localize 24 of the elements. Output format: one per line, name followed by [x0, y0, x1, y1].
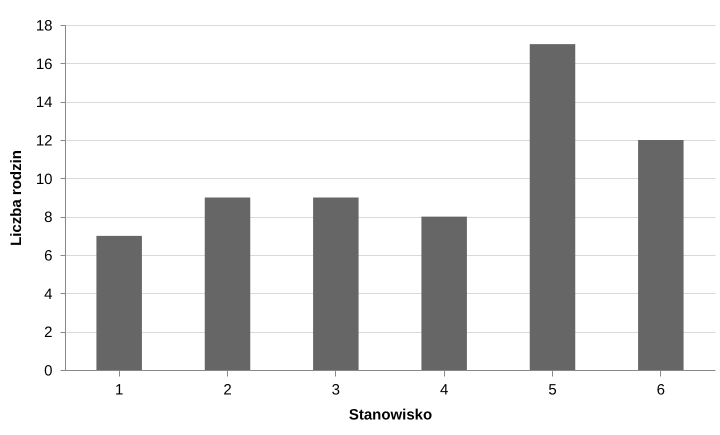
- x-tick-label: 1: [114, 382, 124, 398]
- bar: [204, 198, 250, 370]
- y-tick-label: 0: [44, 362, 52, 380]
- y-tick-label: 16: [36, 56, 52, 73]
- x-tick-label: 6: [656, 382, 666, 398]
- y-tick-label: 6: [44, 248, 52, 264]
- bar: [96, 236, 142, 370]
- x-tick-label: 5: [548, 382, 557, 398]
- y-tick-label: 2: [44, 324, 52, 342]
- x-axis-title: Stanowisko: [348, 406, 432, 424]
- bar: [421, 216, 467, 370]
- x-tick-label: 3: [332, 382, 340, 398]
- y-tick-label: 4: [44, 286, 52, 303]
- x-tick-label: 4: [440, 382, 448, 398]
- x-tick-label: 2: [223, 382, 232, 398]
- y-tick-label: 10: [36, 170, 52, 188]
- y-tick-label: 18: [36, 18, 52, 34]
- y-tick-label: 8: [44, 209, 52, 226]
- bar: [638, 140, 684, 370]
- y-axis-title: Liczba rodzin: [8, 150, 25, 246]
- bar: [530, 44, 576, 370]
- y-tick-label: 12: [36, 132, 52, 150]
- y-tick-label: 14: [36, 94, 52, 112]
- bar: [313, 198, 359, 370]
